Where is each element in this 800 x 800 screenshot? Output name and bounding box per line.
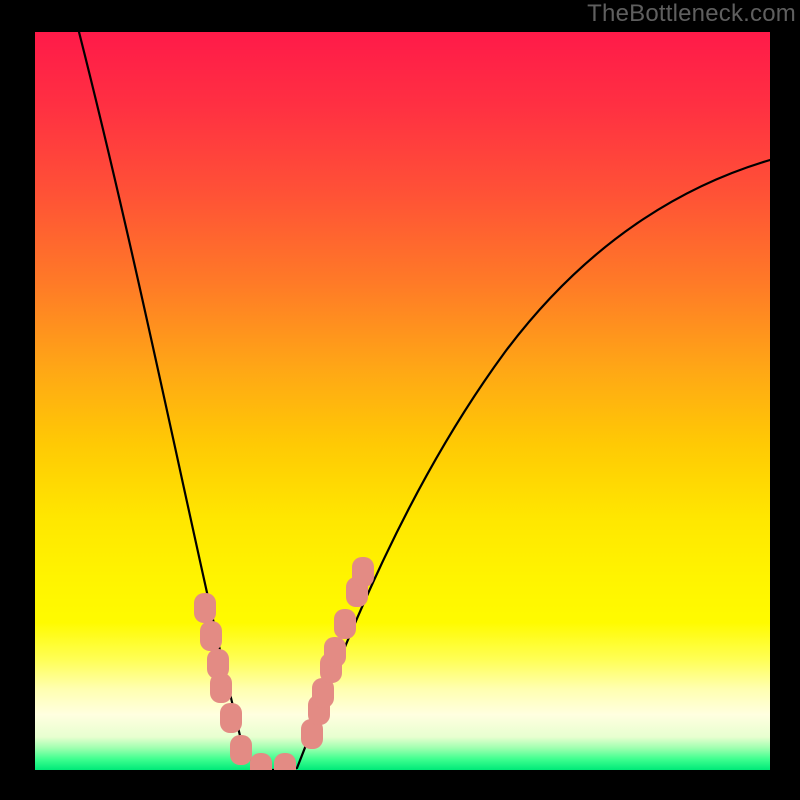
marker-left-5 <box>230 735 252 765</box>
gradient-background <box>35 32 770 770</box>
marker-right-7 <box>352 557 374 587</box>
watermark-text: TheBottleneck.com <box>587 0 796 28</box>
marker-left-4 <box>220 703 242 733</box>
marker-left-0 <box>194 593 216 623</box>
plot-svg <box>35 32 770 770</box>
marker-left-1 <box>200 621 222 651</box>
marker-right-5 <box>334 609 356 639</box>
chart-canvas: TheBottleneck.com <box>0 0 800 800</box>
marker-right-4 <box>324 637 346 667</box>
marker-left-3 <box>210 673 232 703</box>
plot-area <box>35 32 770 770</box>
